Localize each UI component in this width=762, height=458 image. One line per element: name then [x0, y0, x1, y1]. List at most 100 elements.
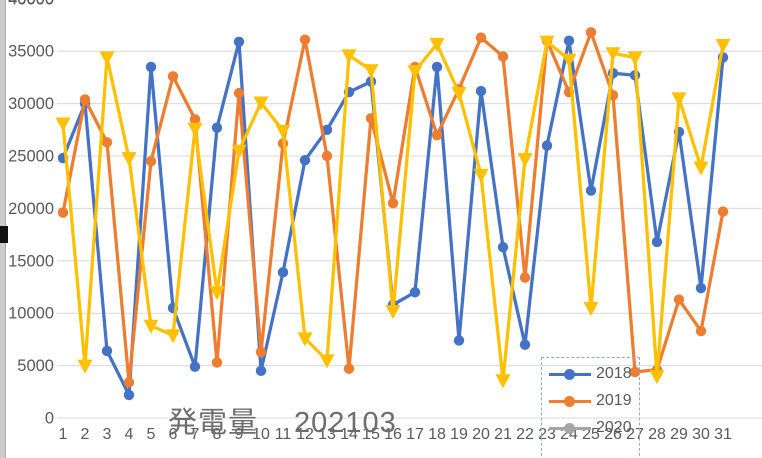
data-point-2019-day25[interactable] [585, 27, 597, 38]
data-point-2019-day1[interactable] [57, 207, 69, 218]
data-point-2019-day10[interactable] [255, 346, 267, 358]
x-axis-label-7: 7 [191, 426, 200, 443]
legend-entry-2019[interactable]: 2019 [549, 391, 632, 411]
x-axis-label-18: 18 [428, 426, 446, 443]
data-point-yellow-day18[interactable] [429, 37, 445, 52]
data-point-yellow-day25[interactable] [583, 301, 599, 316]
data-point-2019-day14[interactable] [343, 363, 355, 374]
x-axis-label-6: 6 [169, 426, 178, 443]
x-axis-label-23: 23 [538, 426, 556, 443]
data-point-yellow-day5[interactable] [143, 319, 159, 334]
data-point-2018-day17[interactable] [409, 287, 421, 298]
y-axis-label-20000: 20000 [8, 200, 54, 218]
data-point-2019-day16[interactable] [387, 197, 399, 209]
data-point-yellow-day19[interactable] [451, 87, 467, 102]
series-line-yellow[interactable] [61, 40, 725, 382]
data-point-2019-day8[interactable] [211, 357, 223, 368]
x-axis-label-25: 25 [582, 426, 600, 443]
data-point-2019-day29[interactable] [673, 294, 685, 305]
data-point-2018-day11[interactable] [277, 267, 289, 278]
data-point-yellow-day29[interactable] [671, 92, 687, 107]
data-point-2018-day18[interactable] [431, 61, 443, 73]
data-point-2019-day21[interactable] [497, 51, 509, 62]
data-point-yellow-day3[interactable] [99, 51, 115, 66]
data-point-yellow-day24[interactable] [561, 53, 577, 68]
data-point-2018-day9[interactable] [233, 36, 245, 47]
y-axis-label-40000-clipped: 40000 [8, 0, 54, 8]
data-point-2018-day19[interactable] [453, 335, 465, 346]
data-point-yellow-day2[interactable] [77, 359, 93, 374]
data-point-2019-day3[interactable] [101, 137, 113, 148]
data-point-2018-day25[interactable] [585, 185, 597, 196]
data-point-2018-day13[interactable] [321, 124, 333, 135]
data-point-2018-day8[interactable] [211, 122, 223, 133]
data-point-2019-day9[interactable] [233, 87, 245, 99]
data-point-2019-day20[interactable] [475, 32, 487, 43]
data-point-2018-day4[interactable] [123, 389, 135, 401]
data-point-2019-day30[interactable] [695, 325, 707, 337]
x-axis-label-21: 21 [494, 426, 512, 443]
data-point-yellow-day16[interactable] [385, 305, 401, 320]
data-point-2018-day3[interactable] [101, 345, 113, 357]
data-point-2018-day22[interactable] [519, 339, 531, 350]
screen-edge-artifact [0, 226, 8, 243]
data-point-2018-day10[interactable] [255, 365, 267, 377]
data-point-yellow-day28[interactable] [649, 370, 665, 385]
data-point-yellow-day1[interactable] [55, 117, 71, 132]
x-axis-label-4: 4 [125, 426, 134, 443]
data-point-2018-day30[interactable] [695, 282, 707, 294]
data-point-yellow-day31[interactable] [715, 38, 731, 53]
data-point-yellow-day22[interactable] [517, 153, 533, 168]
x-axis-label-3: 3 [103, 426, 112, 443]
x-axis-label-1: 1 [59, 426, 68, 443]
data-point-2018-day24[interactable] [563, 35, 575, 46]
data-point-yellow-day11[interactable] [275, 124, 291, 139]
data-point-2018-day12[interactable] [299, 154, 311, 166]
data-point-yellow-day26[interactable] [605, 47, 621, 62]
x-axis-label-14: 14 [340, 426, 358, 443]
data-point-2019-day6[interactable] [167, 71, 179, 82]
data-point-2018-day23[interactable] [541, 140, 553, 151]
data-point-yellow-day7[interactable] [187, 122, 203, 137]
x-axis-label-11: 11 [275, 426, 292, 443]
data-point-2019-day13[interactable] [321, 150, 333, 162]
data-point-yellow-day20[interactable] [473, 168, 489, 183]
data-point-yellow-day13[interactable] [319, 354, 335, 369]
data-point-2019-day22[interactable] [519, 272, 531, 283]
data-point-2018-day21[interactable] [497, 241, 509, 253]
data-point-yellow-day21[interactable] [495, 374, 511, 389]
data-point-2019-day18[interactable] [431, 129, 443, 141]
data-point-yellow-day9[interactable] [231, 144, 247, 159]
x-axis-label-10: 10 [252, 426, 270, 443]
data-point-yellow-day8[interactable] [209, 286, 225, 301]
chart-title-period: 202103 [294, 407, 397, 439]
legend-entry-2018[interactable]: 2018 [549, 364, 632, 384]
data-point-yellow-day23[interactable] [539, 35, 555, 50]
data-point-yellow-day12[interactable] [297, 332, 313, 347]
data-point-yellow-day15[interactable] [363, 64, 379, 79]
data-point-2019-day4[interactable] [123, 377, 135, 388]
data-point-yellow-day30[interactable] [693, 161, 709, 176]
data-point-2018-day5[interactable] [145, 61, 157, 73]
data-point-2019-day12[interactable] [299, 34, 311, 45]
chart-legend[interactable]: 2018 2019 2020 [541, 357, 640, 458]
data-point-2019-day2[interactable] [79, 94, 91, 105]
data-point-2019-day27[interactable] [629, 366, 641, 378]
data-point-yellow-day10[interactable] [253, 96, 269, 111]
data-point-2018-day28[interactable] [651, 236, 663, 248]
x-axis-label-2: 2 [81, 426, 90, 443]
legend-entry-2020[interactable]: 2020 [549, 418, 632, 438]
data-point-2019-day7[interactable] [189, 114, 201, 125]
data-point-2019-day31[interactable] [717, 206, 729, 217]
data-point-yellow-day27[interactable] [627, 51, 643, 66]
data-point-yellow-day14[interactable] [341, 49, 357, 64]
x-axis-label-30: 30 [692, 426, 710, 443]
data-point-2018-day7[interactable] [189, 361, 201, 372]
data-point-yellow-day17[interactable] [407, 65, 423, 80]
data-point-2018-day20[interactable] [475, 85, 487, 97]
data-point-yellow-day4[interactable] [121, 152, 137, 167]
data-point-2019-day5[interactable] [145, 156, 157, 167]
data-point-yellow-day6[interactable] [165, 329, 181, 344]
legend-label-2018: 2018 [596, 365, 632, 382]
